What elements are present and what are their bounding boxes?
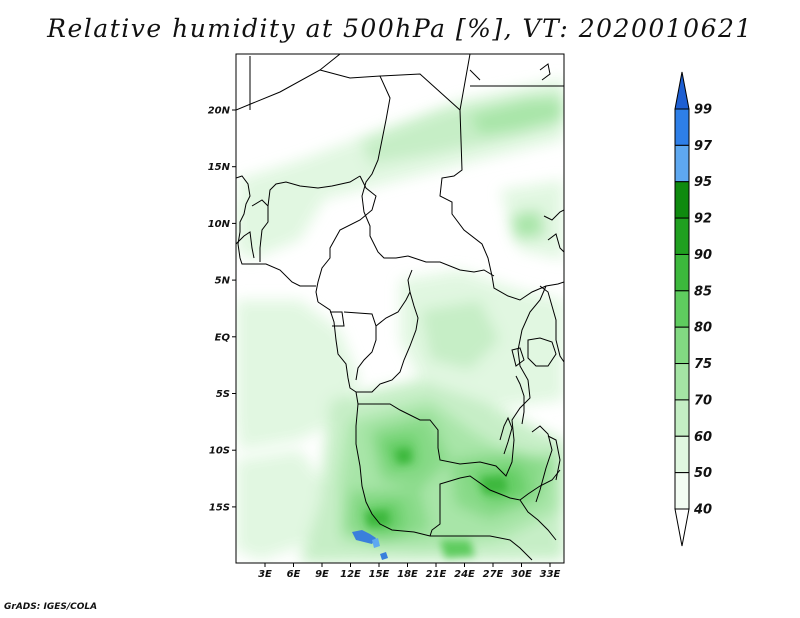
colorbar-segment [674,399,690,437]
colorbar-label: 99 [694,103,712,118]
lat-tick-label: 15S [209,502,230,513]
longitude-axis: 3E 6E 9E 12E 15E 18E 21E 24E 27E 30E 33E [258,563,561,580]
lat-tick-label: EQ [215,332,231,343]
lon-tick-label: 18E [397,569,418,580]
lon-tick-label: 21E [426,569,447,580]
plot-frame [235,53,565,564]
lon-tick-label: 6E [287,569,301,580]
lon-tick-label: 3E [258,569,272,580]
colorbar-segment [674,217,690,255]
lat-tick-label: 5N [215,276,231,287]
colorbar-top-arrow [674,71,690,110]
colorbar-segment [674,144,690,183]
colorbar-segment [674,290,690,328]
grads-credit: GrADS: IGES/COLA [4,602,98,612]
lat-tick-label: 15N [208,162,231,173]
colorbar-segment [674,435,690,474]
colorbar-label: 70 [694,393,712,408]
lon-tick-label: 33E [540,569,561,580]
colorbar-label: 97 [694,139,713,154]
colorbar-label: 80 [694,321,712,336]
latitude-axis: 20N 15N 10N 5N EQ 5S 10S 15S [208,106,236,513]
colorbar-segment [674,326,690,365]
country-borders [236,54,564,561]
lon-tick-label: 30E [511,569,532,580]
colorbar-segment [674,472,690,510]
lon-tick-label: 24E [454,569,475,580]
colorbar-label: 85 [694,284,712,299]
colorbar-label: 75 [694,357,712,372]
lon-tick-label: 12E [340,569,361,580]
lon-tick-label: 9E [315,569,329,580]
colorbar-segment [674,363,690,401]
colorbar-segment [674,108,690,146]
colorbar-label: 92 [694,212,712,227]
chart-title: Relative humidity at 500hPa [%], VT: 202… [47,14,753,43]
lat-tick-label: 5S [216,389,230,400]
colorbar-label: 50 [694,466,712,481]
colorbar-label: 60 [694,430,712,445]
lon-tick-label: 15E [369,569,390,580]
colorbar-label: 40 [693,503,712,518]
colorbar-label: 95 [694,175,712,190]
colorbar-label: 90 [694,248,712,263]
colorbar-legend: 99 97 95 92 90 85 80 75 70 60 50 40 [674,71,713,547]
lat-tick-label: 10N [208,219,231,230]
colorbar-segment [674,253,690,292]
colorbar-bottom-arrow [674,508,690,547]
lat-tick-label: 20N [208,106,231,117]
lat-tick-label: 10S [209,446,230,457]
colorbar-segment [674,181,690,219]
lon-tick-label: 27E [483,569,504,580]
